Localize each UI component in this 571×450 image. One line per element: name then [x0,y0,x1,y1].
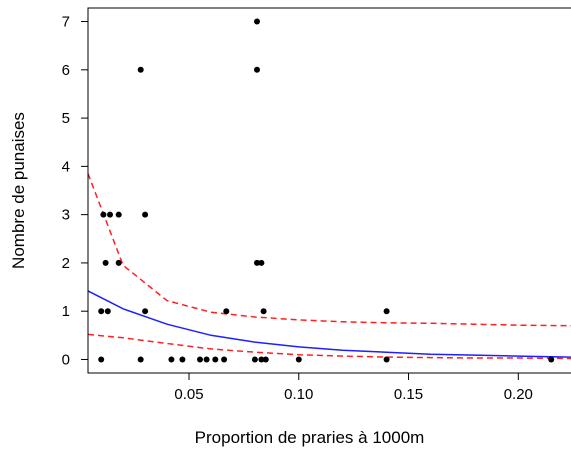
x-axis-ticks: 0.05 0.10 0.15 0.20 [174,373,533,403]
data-point [295,356,302,363]
data-point [254,66,260,73]
x-tick-label: 0.15 [394,386,423,403]
x-tick-label: 0.05 [174,386,203,403]
x-axis-title: Proportion de praries à 1000m [195,428,425,447]
y-tick-label: 4 [62,158,70,175]
data-points-layer [98,18,555,363]
x-tick-label: 0.10 [284,386,313,403]
data-point [221,356,228,363]
data-point [254,18,260,25]
y-tick-label: 3 [62,207,70,224]
data-point [142,308,149,315]
y-tick-label: 6 [62,62,70,79]
data-point [98,356,105,363]
y-axis-title: Nombre de punaises [9,112,28,269]
data-point [212,356,219,363]
data-point [168,356,175,363]
y-tick-label: 7 [62,14,70,31]
data-point [197,356,203,363]
data-point [107,211,113,218]
data-point [258,259,265,266]
y-tick-label: 1 [62,303,70,320]
data-point [115,259,122,266]
data-point [262,356,269,363]
data-point [203,356,210,363]
data-point [251,356,258,363]
data-point [258,356,265,363]
data-point [104,308,111,315]
fitted-curve [87,290,571,358]
axis-frame [87,7,571,374]
fit-lines-layer [87,173,571,360]
data-point [115,211,122,218]
y-tick-label: 2 [62,255,70,272]
data-point [223,308,230,315]
data-point [102,259,109,266]
data-point [548,356,555,363]
data-point [137,356,144,363]
data-point [137,66,144,73]
data-point [260,308,267,315]
data-point [179,356,186,363]
data-point [383,356,390,363]
y-axis-ticks: 0 1 2 3 4 5 6 7 [62,14,88,368]
data-point [254,259,260,266]
confidence-band-line [87,333,571,360]
data-point [100,211,107,218]
data-point [98,308,105,315]
data-point [383,308,390,315]
data-point [142,211,149,218]
confidence-band-line [87,173,571,327]
y-tick-label: 0 [62,351,70,368]
x-tick-label: 0.20 [504,386,533,403]
y-tick-label: 5 [62,110,70,127]
